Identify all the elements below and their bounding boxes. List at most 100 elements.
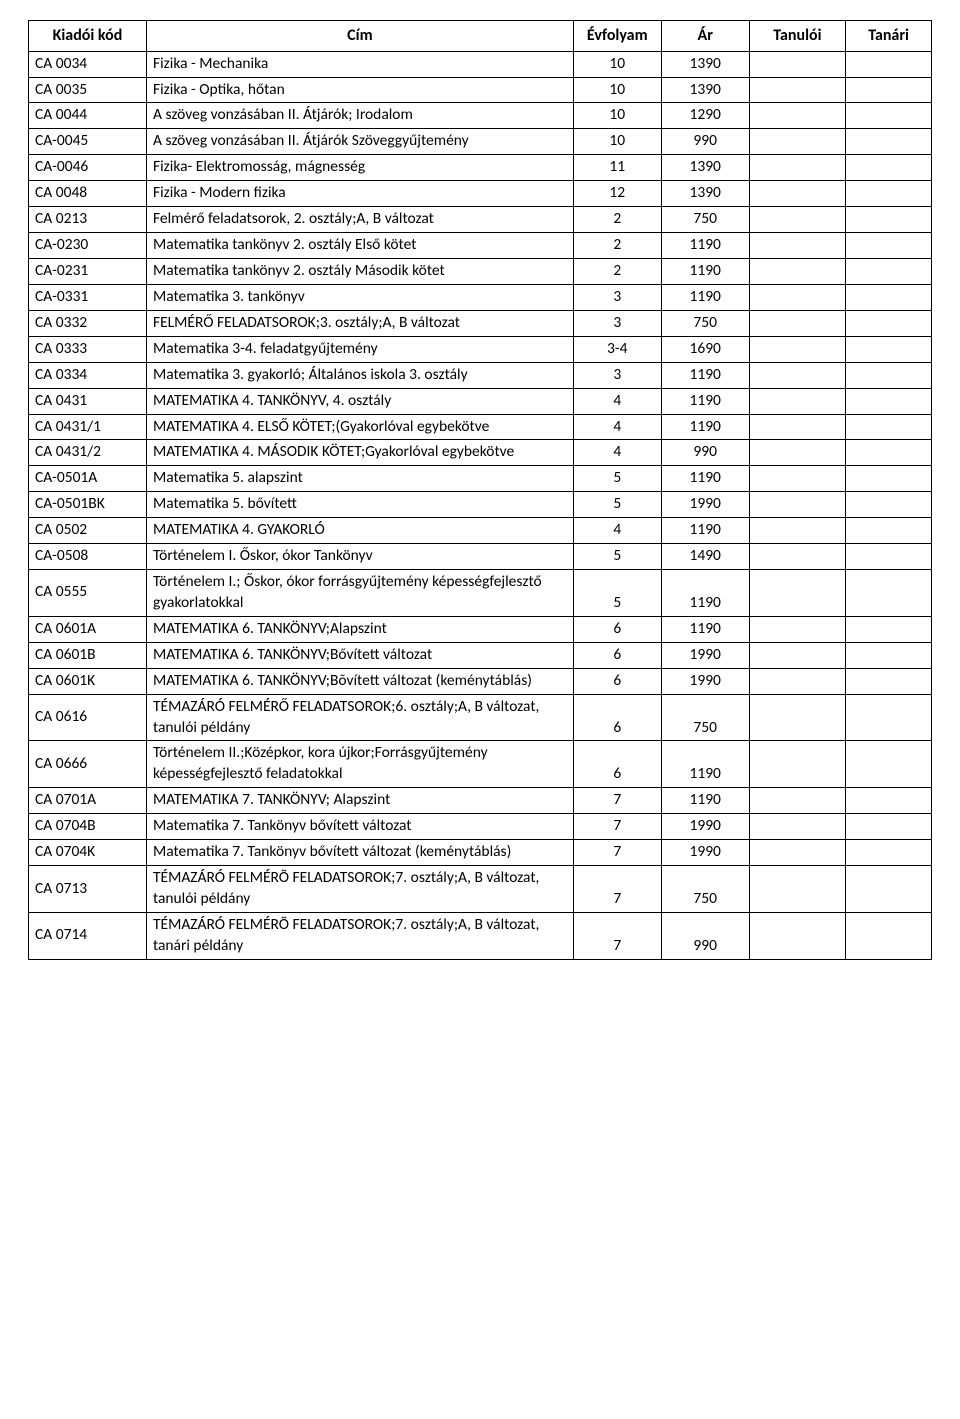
- table-row: CA 0713TÉMAZÁRÓ FELMÉRÕ FELADATSOROK;7. …: [29, 866, 932, 913]
- cell-tanari: [846, 840, 932, 866]
- cell-tanari: [846, 77, 932, 103]
- cell-tanuloi: [749, 310, 846, 336]
- table-row: CA 0666Történelem II.;Középkor, kora újk…: [29, 741, 932, 788]
- cell-evf: 6: [573, 668, 661, 694]
- cell-ar: 990: [661, 129, 749, 155]
- cell-tanari: [846, 181, 932, 207]
- cell-tanari: [846, 616, 932, 642]
- cell-cim: Matematika 3. tankönyv: [146, 284, 573, 310]
- cell-ar: 1190: [661, 466, 749, 492]
- cell-evf: 4: [573, 518, 661, 544]
- table-row: CA 0701AMATEMATIKA 7. TANKÖNYV; Alapszin…: [29, 788, 932, 814]
- cell-evf: 7: [573, 814, 661, 840]
- cell-cim: FELMÉRŐ FELADATSOROK;3. osztály;A, B vál…: [146, 310, 573, 336]
- cell-kod: CA 0713: [29, 866, 147, 913]
- cell-cim: Történelem I.; Őskor, ókor forrásgyűjtem…: [146, 570, 573, 617]
- cell-cim: Felmérő feladatsorok, 2. osztály;A, B vá…: [146, 207, 573, 233]
- table-row: CA 0555Történelem I.; Őskor, ókor forrás…: [29, 570, 932, 617]
- cell-evf: 4: [573, 388, 661, 414]
- cell-ar: 750: [661, 207, 749, 233]
- cell-tanari: [846, 492, 932, 518]
- cell-tanari: [846, 233, 932, 259]
- cell-tanari: [846, 912, 932, 959]
- cell-tanuloi: [749, 694, 846, 741]
- table-row: CA 0332FELMÉRŐ FELADATSOROK;3. osztály;A…: [29, 310, 932, 336]
- cell-evf: 5: [573, 466, 661, 492]
- cell-cim: Fizika- Elektromosság, mágnesség: [146, 155, 573, 181]
- col-header-ar: Ár: [661, 21, 749, 52]
- cell-ar: 990: [661, 440, 749, 466]
- col-header-tanari: Tanári: [846, 21, 932, 52]
- table-row: CA 0714TÉMAZÁRÓ FELMÉRÕ FELADATSOROK;7. …: [29, 912, 932, 959]
- cell-evf: 5: [573, 492, 661, 518]
- cell-tanuloi: [749, 155, 846, 181]
- cell-kod: CA-0501A: [29, 466, 147, 492]
- cell-tanuloi: [749, 466, 846, 492]
- table-row: CA 0601KMATEMATIKA 6. TANKÖNYV;Bõvített …: [29, 668, 932, 694]
- cell-cim: Fizika - Mechanika: [146, 51, 573, 77]
- cell-ar: 1190: [661, 741, 749, 788]
- cell-cim: MATEMATIKA 6. TANKÖNYV;Bővített változat: [146, 642, 573, 668]
- table-row: CA 0601AMATEMATIKA 6. TANKÖNYV;Alapszint…: [29, 616, 932, 642]
- cell-tanari: [846, 642, 932, 668]
- cell-tanari: [846, 741, 932, 788]
- cell-cim: MATEMATIKA 4. GYAKORLÓ: [146, 518, 573, 544]
- cell-tanuloi: [749, 103, 846, 129]
- cell-tanari: [846, 440, 932, 466]
- cell-tanuloi: [749, 492, 846, 518]
- col-header-evf: Évfolyam: [573, 21, 661, 52]
- cell-tanuloi: [749, 616, 846, 642]
- cell-kod: CA 0701A: [29, 788, 147, 814]
- cell-cim: TÉMAZÁRÓ FELMÉRÕ FELADATSOROK;7. osztály…: [146, 912, 573, 959]
- cell-kod: CA 0502: [29, 518, 147, 544]
- cell-evf: 2: [573, 258, 661, 284]
- cell-cim: Matematika 3. gyakorló; Általános iskola…: [146, 362, 573, 388]
- cell-ar: 1390: [661, 155, 749, 181]
- cell-tanuloi: [749, 284, 846, 310]
- cell-cim: Történelem II.;Középkor, kora újkor;Forr…: [146, 741, 573, 788]
- cell-cim: Matematika 5. alapszint: [146, 466, 573, 492]
- cell-tanari: [846, 668, 932, 694]
- table-row: CA 0044A szöveg vonzásában II. Átjárók; …: [29, 103, 932, 129]
- table-row: CA 0035Fizika - Optika, hőtan101390: [29, 77, 932, 103]
- cell-cim: Fizika - Optika, hőtan: [146, 77, 573, 103]
- cell-ar: 1190: [661, 258, 749, 284]
- cell-tanari: [846, 466, 932, 492]
- cell-ar: 750: [661, 866, 749, 913]
- cell-tanuloi: [749, 181, 846, 207]
- table-row: CA 0704BMatematika 7. Tankönyv bővített …: [29, 814, 932, 840]
- cell-tanuloi: [749, 414, 846, 440]
- cell-ar: 1390: [661, 51, 749, 77]
- cell-tanari: [846, 788, 932, 814]
- table-row: CA 0616TÉMAZÁRÓ FELMÉRŐ FELADATSOROK;6. …: [29, 694, 932, 741]
- cell-tanari: [846, 336, 932, 362]
- table-row: CA 0431/1MATEMATIKA 4. ELSŐ KÖTET;(Gyako…: [29, 414, 932, 440]
- table-header-row: Kiadói kód Cím Évfolyam Ár Tanulói Tanár…: [29, 21, 932, 52]
- table-row: CA-0508Történelem I. Őskor, ókor Tanköny…: [29, 544, 932, 570]
- table-body: CA 0034Fizika - Mechanika101390CA 0035Fi…: [29, 51, 932, 959]
- cell-ar: 1690: [661, 336, 749, 362]
- cell-kod: CA 0048: [29, 181, 147, 207]
- cell-cim: MATEMATIKA 7. TANKÖNYV; Alapszint: [146, 788, 573, 814]
- cell-cim: Matematika 5. bővített: [146, 492, 573, 518]
- table-row: CA-0045A szöveg vonzásában II. Átjárók S…: [29, 129, 932, 155]
- table-row: CA-0046Fizika- Elektromosság, mágnesség1…: [29, 155, 932, 181]
- cell-evf: 7: [573, 912, 661, 959]
- cell-cim: Matematika 7. Tankönyv bővített változat: [146, 814, 573, 840]
- cell-kod: CA 0333: [29, 336, 147, 362]
- cell-ar: 1290: [661, 103, 749, 129]
- cell-ar: 1990: [661, 492, 749, 518]
- cell-kod: CA 0666: [29, 741, 147, 788]
- cell-cim: MATEMATIKA 4. MÁSODIK KÖTET;Gyakorlóval …: [146, 440, 573, 466]
- cell-evf: 5: [573, 570, 661, 617]
- cell-kod: CA 0431: [29, 388, 147, 414]
- cell-kod: CA-0331: [29, 284, 147, 310]
- table-row: CA-0230Matematika tankönyv 2. osztály El…: [29, 233, 932, 259]
- cell-evf: 5: [573, 544, 661, 570]
- cell-evf: 12: [573, 181, 661, 207]
- cell-tanari: [846, 814, 932, 840]
- cell-tanari: [846, 155, 932, 181]
- cell-tanuloi: [749, 866, 846, 913]
- cell-cim: Matematika 7. Tankönyv bővített változat…: [146, 840, 573, 866]
- cell-ar: 1190: [661, 284, 749, 310]
